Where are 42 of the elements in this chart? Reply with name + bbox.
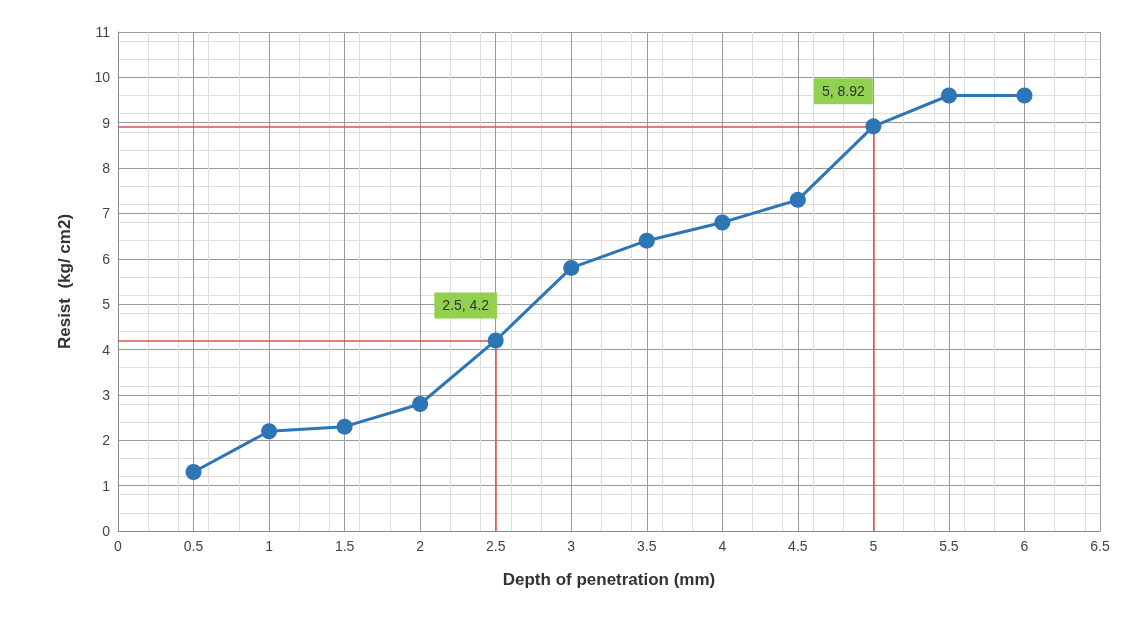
point [714,214,731,231]
x-tick-label: 4.5 [788,538,808,554]
point [412,395,429,412]
x-tick-label: 3 [567,538,576,554]
x-tick-label: 3.5 [637,538,657,554]
x-axis-title: Depth of penetration (mm) [502,570,716,589]
point [865,118,882,135]
point [940,87,957,104]
x-tick-label: 1.5 [334,538,355,554]
x-tick-label: 5.5 [939,538,959,554]
y-tick-label: 4 [102,341,111,358]
y-tick-label: 11 [95,24,111,40]
point [336,418,353,435]
y-tick-label: 2 [102,432,111,449]
y-tick-label: 0 [102,523,111,539]
annotation: 2.5, 4.2 [442,297,490,314]
x-tick-label: 5 [869,538,878,554]
x-tick-label: 1 [265,538,274,554]
y-tick-label: 1 [102,477,111,494]
annotation: 5, 8.92 [821,83,865,100]
y-tick-label: 3 [102,386,111,403]
x-tick-label: 0.5 [183,538,204,554]
x-tick-label: 2.5 [485,538,506,554]
x-tick-label: 6 [1020,538,1029,554]
point [1016,87,1033,104]
point [638,232,655,249]
y-tick-label: 8 [102,160,111,177]
point [789,191,806,208]
point [563,259,580,276]
point [185,464,202,481]
y-tick-label: 7 [102,205,111,222]
x-tick-label: 0 [114,538,123,554]
x-tick-label: 2 [416,538,425,554]
x-tick-label: 4 [718,538,727,554]
y-tick-label: 6 [102,250,111,267]
y-tick-label: 10 [94,69,111,86]
y-axis-title: Resist (kg/ cm2) [55,213,74,350]
point [487,332,504,349]
x-tick-label: 6.5 [1090,538,1110,554]
y-tick-label: 9 [102,114,111,131]
y-tick-label: 5 [102,296,111,313]
point [261,423,278,440]
